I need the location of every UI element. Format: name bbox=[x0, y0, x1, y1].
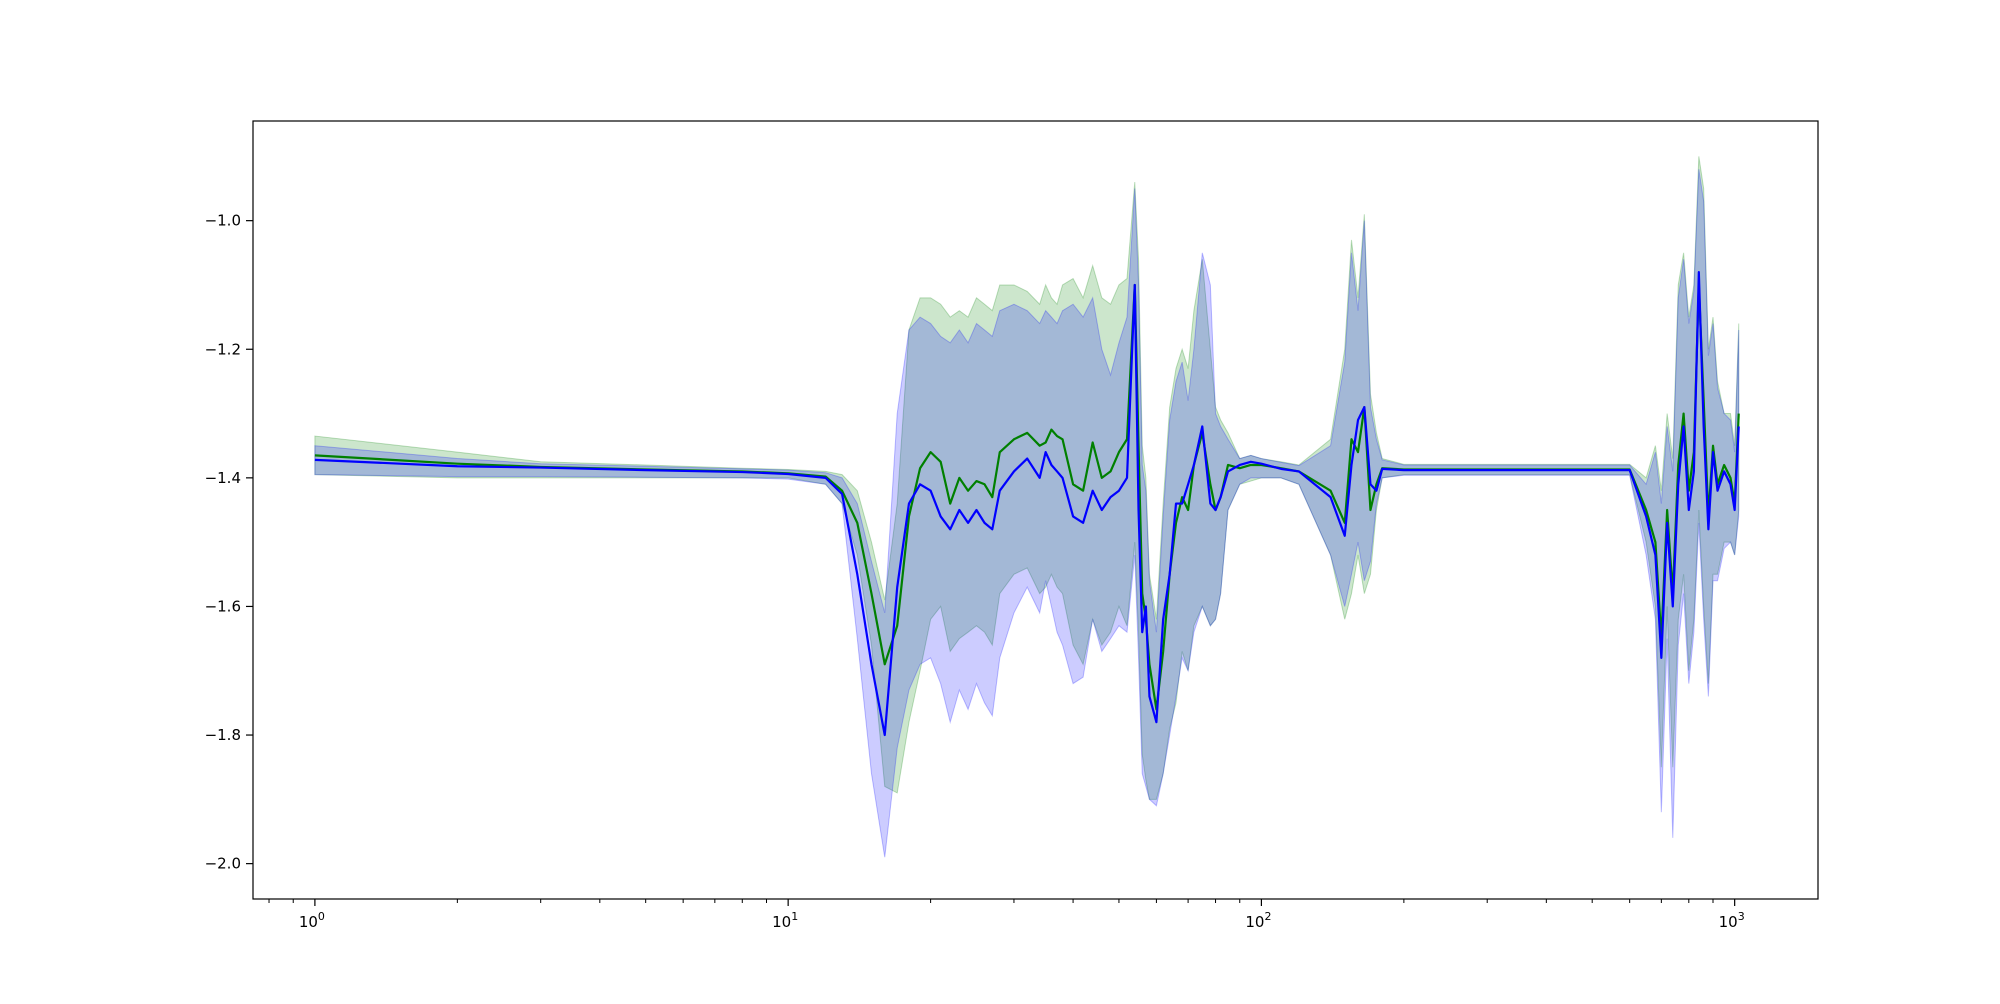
series-2-line bbox=[314, 271, 1740, 737]
y-tick-label-3: −1.6 bbox=[205, 597, 241, 615]
y-tick-label-2: −1.8 bbox=[205, 726, 241, 744]
y-tick-label-4: −1.4 bbox=[205, 469, 241, 487]
y-tick-label-6: −1.0 bbox=[205, 212, 241, 230]
series-2-band bbox=[314, 169, 1740, 858]
axes-frame bbox=[252, 120, 1819, 900]
x-axis: 100 101 102 103 bbox=[268, 899, 1745, 931]
y-tick-label-1: −2.0 bbox=[205, 855, 241, 873]
y-axis: −2.0 −1.8 −1.6 −1.4 −1.2 −1.0 bbox=[205, 212, 253, 873]
y-tick-label-5: −1.2 bbox=[205, 340, 241, 358]
x-tick-label-1: 100 bbox=[299, 910, 325, 931]
x-tick-label-3: 102 bbox=[1245, 910, 1271, 931]
series-lines bbox=[314, 271, 1740, 737]
confidence-bands bbox=[314, 156, 1740, 858]
series-1-band bbox=[314, 156, 1740, 800]
x-tick-label-4: 103 bbox=[1719, 910, 1745, 931]
x-tick-label-2: 101 bbox=[772, 910, 798, 931]
